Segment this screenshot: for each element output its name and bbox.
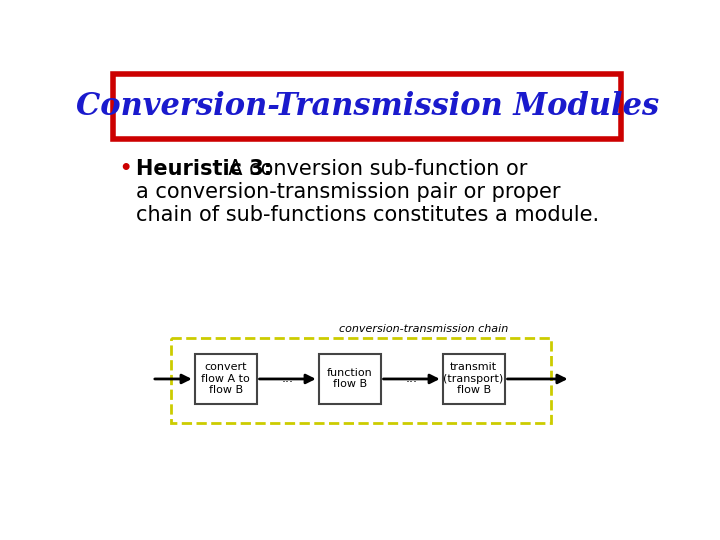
Bar [194,354,256,403]
Text: A conversion sub-function or: A conversion sub-function or [215,159,527,179]
Text: conversion-transmission chain: conversion-transmission chain [338,325,508,334]
Text: chain of sub-functions constitutes a module.: chain of sub-functions constitutes a mod… [137,205,600,225]
Text: ...: ... [282,373,294,386]
Text: function
flow B: function flow B [327,368,372,389]
Bar [113,74,621,139]
Text: •: • [120,159,132,178]
Text: transmit
(transport)
flow B: transmit (transport) flow B [444,362,504,395]
Text: a conversion-transmission pair or proper: a conversion-transmission pair or proper [137,182,561,202]
Bar [443,354,505,403]
Text: ...: ... [405,373,418,386]
Text: Heuristic 3:: Heuristic 3: [137,159,273,179]
Bar [171,338,551,423]
Text: convert
flow A to
flow B: convert flow A to flow B [202,362,250,395]
Text: Conversion-Transmission Modules: Conversion-Transmission Modules [76,91,659,122]
Bar [319,354,381,403]
